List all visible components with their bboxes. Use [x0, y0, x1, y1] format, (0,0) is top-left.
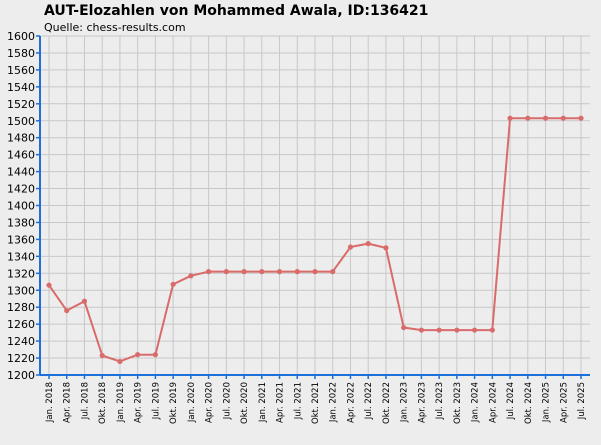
y-tick-label: 1440	[7, 166, 35, 179]
y-tick-label: 1520	[7, 98, 35, 111]
data-point	[507, 115, 513, 121]
y-tick-label: 1380	[7, 216, 35, 229]
x-tick-label: Apr. 2024	[488, 382, 498, 423]
data-point	[560, 115, 566, 121]
data-point	[223, 269, 229, 275]
x-tick-label: Apr. 2023	[417, 382, 427, 423]
y-tick-label: 1360	[7, 233, 35, 246]
x-tick-label: Jan. 2019	[116, 382, 126, 423]
y-tick-label: 1240	[7, 335, 35, 348]
data-point	[365, 241, 371, 247]
x-tick-label: Apr. 2021	[276, 382, 286, 423]
y-tick-label: 1560	[7, 64, 35, 77]
x-tick-label: Jan. 2024	[471, 382, 481, 423]
x-tick-label: Jul. 2018	[80, 382, 90, 420]
x-tick-label: Jan. 2018	[45, 382, 55, 423]
data-point	[401, 324, 407, 331]
data-point	[170, 281, 176, 287]
x-tick-label: Okt. 2022	[382, 382, 392, 424]
y-tick-label: 1420	[7, 183, 35, 196]
x-tick-label: Apr. 2019	[134, 382, 144, 423]
x-tick-label: Okt. 2021	[311, 382, 321, 424]
data-point	[64, 307, 70, 314]
x-tick-label: Jul. 2019	[151, 382, 161, 420]
data-point	[188, 273, 194, 279]
data-point	[472, 327, 478, 333]
x-tick-label: Jul. 2021	[293, 382, 303, 420]
x-tick-label: Jan. 2022	[329, 382, 339, 423]
chart-title: AUT-Elozahlen von Mohammed Awala, ID:136…	[44, 3, 429, 19]
x-tick-label: Okt. 2018	[98, 382, 108, 424]
data-point	[135, 352, 141, 358]
x-tick-label: Okt. 2020	[240, 382, 250, 424]
y-tick-label: 1300	[7, 284, 35, 297]
x-tick-label: Apr. 2025	[559, 382, 569, 423]
x-tick-label: Jul. 2020	[222, 382, 232, 420]
x-tick-label: Jul. 2025	[577, 382, 587, 420]
data-point	[81, 298, 88, 304]
y-tick-label: 1340	[7, 250, 35, 263]
data-point	[294, 269, 300, 275]
data-point	[436, 327, 442, 333]
data-point	[46, 282, 52, 288]
y-tick-label: 1320	[7, 267, 35, 280]
data-point	[347, 244, 354, 250]
data-point	[276, 269, 283, 275]
data-point	[241, 269, 247, 275]
x-tick-label: Jan. 2020	[187, 382, 197, 423]
x-tick-label: Jul. 2022	[364, 382, 374, 420]
data-point	[206, 269, 212, 275]
data-point	[99, 352, 105, 359]
data-point	[454, 327, 460, 333]
x-tick-label: Apr. 2022	[346, 382, 356, 423]
x-tick-label: Jan. 2025	[542, 382, 552, 423]
data-point	[418, 327, 424, 333]
y-tick-label: 1580	[7, 47, 35, 60]
y-tick-label: 1460	[7, 149, 35, 162]
data-point	[578, 115, 584, 121]
y-tick-label: 1280	[7, 301, 35, 314]
data-point	[330, 269, 336, 275]
x-tick-label: Jul. 2024	[506, 382, 516, 420]
x-tick-label: Okt. 2024	[524, 382, 534, 424]
y-tick-label: 1200	[7, 369, 35, 382]
data-point	[489, 327, 495, 333]
data-point	[525, 115, 531, 121]
y-tick-label: 1400	[7, 200, 35, 213]
y-tick-label: 1220	[7, 352, 35, 365]
y-tick-label: 1480	[7, 132, 35, 145]
data-point	[542, 115, 549, 121]
x-tick-label: Apr. 2018	[63, 382, 73, 423]
chart-source: Quelle: chess-results.com	[44, 21, 186, 34]
x-tick-label: Okt. 2019	[169, 382, 179, 424]
data-point	[383, 245, 389, 251]
data-point	[259, 269, 265, 275]
x-tick-label: Jan. 2023	[400, 382, 410, 423]
y-tick-label: 1600	[7, 30, 35, 43]
x-tick-label: Okt. 2023	[453, 382, 463, 424]
x-tick-label: Apr. 2020	[205, 382, 215, 423]
data-point	[312, 269, 318, 275]
x-tick-label: Jul. 2023	[435, 382, 445, 420]
y-tick-label: 1260	[7, 318, 35, 331]
x-tick-label: Jan. 2021	[258, 382, 268, 423]
data-point	[117, 358, 123, 365]
y-tick-label: 1500	[7, 115, 35, 128]
y-tick-label: 1540	[7, 81, 35, 94]
data-point	[152, 352, 158, 358]
